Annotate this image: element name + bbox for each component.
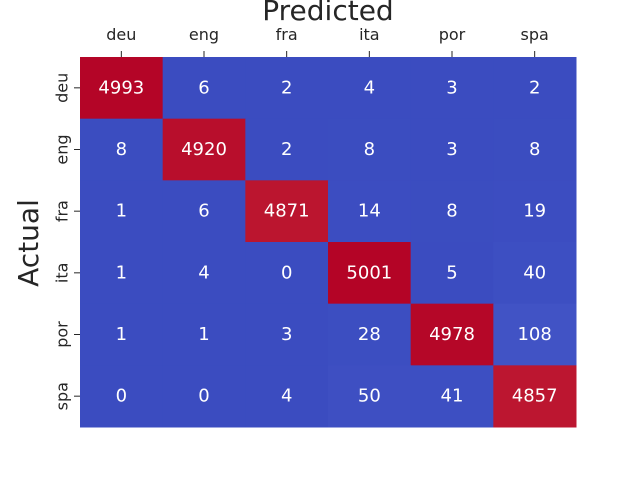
y-tick-label-por: por <box>53 321 72 348</box>
cell-value-label: 6 <box>198 77 209 98</box>
heatmap-cell-fra-spa <box>493 180 577 243</box>
y-axis-ticks: deu eng fra ita por spa <box>53 73 80 410</box>
cell-value-label: 5 <box>446 262 457 283</box>
cell-value-label: 6 <box>198 201 209 222</box>
heatmap-cell-deu-spa <box>493 57 577 120</box>
cell-value-label: 0 <box>198 386 209 407</box>
y-tick-label-eng: eng <box>53 134 72 164</box>
heatmap-cell-eng-deu <box>80 118 164 181</box>
x-tick-label-ita: ita <box>359 25 380 44</box>
x-tick-label-deu: deu <box>106 25 136 44</box>
heatmap-cell-deu-por <box>410 57 494 120</box>
cell-value-label: 8 <box>116 139 127 160</box>
heatmap-cell-ita-eng <box>162 242 246 305</box>
heatmap-cell-eng-fra <box>245 118 329 181</box>
x-tick-label-fra: fra <box>276 25 298 44</box>
cell-value-label: 41 <box>441 386 464 407</box>
cell-value-label: 1 <box>198 324 209 345</box>
heatmap-cell-por-por <box>410 303 494 366</box>
cell-value-label: 4 <box>364 77 375 98</box>
cell-value-label: 3 <box>446 77 457 98</box>
heatmap-cell-spa-eng <box>162 365 246 428</box>
cell-value-label: 28 <box>358 324 381 345</box>
x-axis-ticks: deu eng fra ita por spa <box>106 25 549 57</box>
cell-value-label: 14 <box>358 201 381 222</box>
cell-value-label: 2 <box>281 77 292 98</box>
cell-value-label: 3 <box>446 139 457 160</box>
cell-value-label: 4978 <box>429 324 475 345</box>
heatmap-cell-deu-deu <box>80 57 164 120</box>
cell-value-label: 0 <box>116 386 127 407</box>
cell-value-label: 1 <box>116 324 127 345</box>
cell-value-label: 5001 <box>346 262 392 283</box>
x-tick-label-por: por <box>439 25 466 44</box>
heatmap-cell-eng-spa <box>493 118 577 181</box>
cell-value-label: 3 <box>281 324 292 345</box>
cell-value-label: 40 <box>523 262 546 283</box>
y-axis-title: Actual <box>12 199 45 287</box>
cell-value-label: 1 <box>116 262 127 283</box>
cell-value-label: 2 <box>281 139 292 160</box>
cell-value-label: 50 <box>358 386 381 407</box>
heatmap-cell-por-spa <box>493 303 577 366</box>
heatmap-cell-spa-fra <box>245 365 329 428</box>
heatmap-cell-eng-por <box>410 118 494 181</box>
heatmap-cell-deu-eng <box>162 57 246 120</box>
heatmap-cell-fra-ita <box>328 180 412 243</box>
heatmap-cell-ita-spa <box>493 242 577 305</box>
heatmap-cell-fra-deu <box>80 180 164 243</box>
heatmap-cell-fra-fra <box>245 180 329 243</box>
cell-value-label: 4 <box>281 386 292 407</box>
cell-value-label: 19 <box>523 201 546 222</box>
cell-value-label: 8 <box>529 139 540 160</box>
x-axis-title: Predicted <box>262 0 393 27</box>
heatmap-cell-spa-spa <box>493 365 577 428</box>
heatmap-cell-ita-ita <box>328 242 412 305</box>
x-tick-label-eng: eng <box>189 25 219 44</box>
heatmap-cells: 4993 6 2 4 3 28 4920 2 8 3 81 6 4871 14 8 191 4 0 5001 5 401… <box>80 57 577 428</box>
heatmap-cell-ita-fra <box>245 242 329 305</box>
heatmap-cell-eng-eng <box>162 118 246 181</box>
heatmap-cell-por-eng <box>162 303 246 366</box>
heatmap-cell-deu-ita <box>328 57 412 120</box>
heatmap-cell-por-deu <box>80 303 164 366</box>
cell-value-label: 2 <box>529 77 540 98</box>
cell-value-label: 8 <box>446 201 457 222</box>
heatmap-cell-ita-deu <box>80 242 164 305</box>
cell-value-label: 8 <box>364 139 375 160</box>
y-tick-label-deu: deu <box>53 73 72 103</box>
cell-value-label: 1 <box>116 201 127 222</box>
cell-value-label: 4857 <box>512 386 558 407</box>
heatmap-cell-spa-deu <box>80 365 164 428</box>
heatmap-cell-spa-ita <box>328 365 412 428</box>
cell-value-label: 4871 <box>264 201 310 222</box>
cell-value-label: 0 <box>281 262 292 283</box>
x-tick-label-spa: spa <box>521 25 549 44</box>
cell-value-label: 4993 <box>98 77 144 98</box>
heatmap-cell-por-ita <box>328 303 412 366</box>
cell-value-label: 4920 <box>181 139 227 160</box>
heatmap-cell-fra-eng <box>162 180 246 243</box>
heatmap-cell-eng-ita <box>328 118 412 181</box>
heatmap-cell-deu-fra <box>245 57 329 120</box>
y-tick-label-fra: fra <box>53 200 72 222</box>
cell-value-label: 4 <box>198 262 209 283</box>
y-tick-label-ita: ita <box>53 263 72 284</box>
cell-value-label: 108 <box>517 324 551 345</box>
heatmap-cell-spa-por <box>410 365 494 428</box>
heatmap-cell-por-fra <box>245 303 329 366</box>
heatmap-cell-ita-por <box>410 242 494 305</box>
y-tick-label-spa: spa <box>53 382 72 410</box>
heatmap-cell-fra-por <box>410 180 494 243</box>
